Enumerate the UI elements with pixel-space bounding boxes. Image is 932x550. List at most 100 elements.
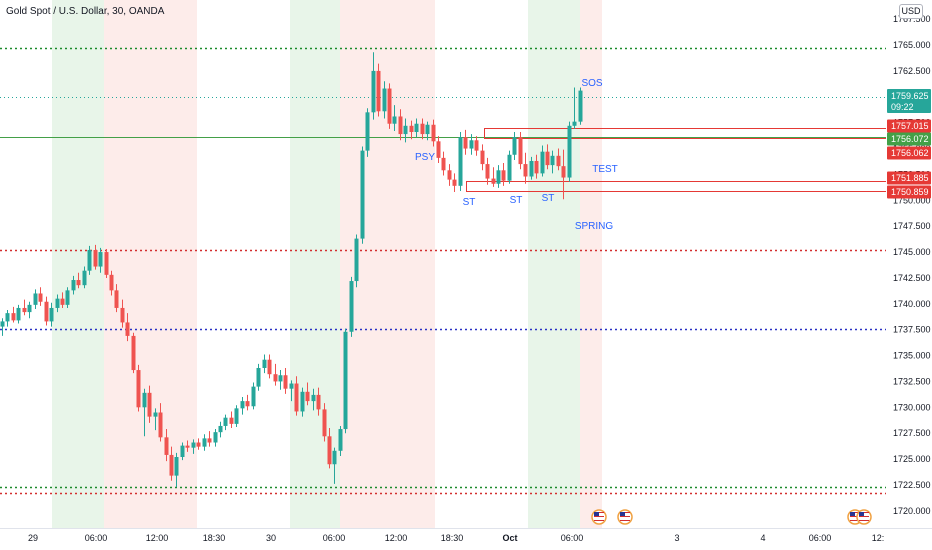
candle-body[interactable] xyxy=(496,170,501,184)
candle-body[interactable] xyxy=(338,429,343,451)
candle-body[interactable] xyxy=(441,157,446,171)
candle-body[interactable] xyxy=(278,375,283,382)
candle-body[interactable] xyxy=(104,252,109,275)
candle-body[interactable] xyxy=(44,301,49,322)
candle-body[interactable] xyxy=(572,121,577,126)
candle-body[interactable] xyxy=(251,386,256,407)
candle-body[interactable] xyxy=(518,137,523,165)
candle-body[interactable] xyxy=(229,417,234,424)
candle-body[interactable] xyxy=(87,249,92,271)
candle-body[interactable] xyxy=(556,155,561,167)
candle-body[interactable] xyxy=(534,160,539,174)
candle-body[interactable] xyxy=(545,151,550,166)
candle-body[interactable] xyxy=(164,437,169,455)
candle-body[interactable] xyxy=(71,280,76,291)
candle-body[interactable] xyxy=(431,124,436,142)
candle-body[interactable] xyxy=(93,249,98,267)
candle-body[interactable] xyxy=(469,140,474,149)
candle-body[interactable] xyxy=(60,298,65,305)
symbol-title[interactable]: Gold Spot / U.S. Dollar, 30, OANDA xyxy=(6,6,165,17)
candle-body[interactable] xyxy=(376,70,381,112)
candle-body[interactable] xyxy=(147,392,152,417)
candle-body[interactable] xyxy=(136,370,141,408)
candle-body[interactable] xyxy=(76,280,81,286)
candle-body[interactable] xyxy=(5,313,10,322)
candle-body[interactable] xyxy=(365,112,370,151)
candle-body[interactable] xyxy=(436,141,441,158)
candle-body[interactable] xyxy=(343,331,348,430)
candle-body[interactable] xyxy=(529,160,534,177)
candle-body[interactable] xyxy=(256,367,261,387)
candle-body[interactable] xyxy=(540,151,545,174)
candle-body[interactable] xyxy=(512,137,517,155)
candle-body[interactable] xyxy=(332,450,337,465)
candle-body[interactable] xyxy=(561,166,566,178)
candle-body[interactable] xyxy=(98,252,103,267)
us-flag-event-icon[interactable] xyxy=(591,509,607,525)
candle-body[interactable] xyxy=(16,307,21,321)
candle-body[interactable] xyxy=(414,123,419,132)
candle-body[interactable] xyxy=(27,304,32,313)
candle-body[interactable] xyxy=(223,417,228,426)
price-label-tag[interactable] xyxy=(887,185,931,199)
candle-body[interactable] xyxy=(120,307,125,323)
candle-body[interactable] xyxy=(425,124,430,135)
candle-body[interactable] xyxy=(234,408,239,424)
candle-body[interactable] xyxy=(474,140,479,151)
candle-body[interactable] xyxy=(360,150,365,239)
candle-body[interactable] xyxy=(125,322,130,336)
candle-body[interactable] xyxy=(507,154,512,181)
candle-body[interactable] xyxy=(153,412,158,417)
candle-body[interactable] xyxy=(65,290,70,305)
candle-body[interactable] xyxy=(322,409,327,437)
candle-body[interactable] xyxy=(398,116,403,135)
candle-body[interactable] xyxy=(11,313,16,321)
candle-body[interactable] xyxy=(311,394,316,402)
candle-body[interactable] xyxy=(207,438,212,443)
candle-body[interactable] xyxy=(349,281,354,332)
candle-body[interactable] xyxy=(49,307,54,322)
candle-body[interactable] xyxy=(262,359,267,368)
price-label-tag[interactable] xyxy=(887,171,931,185)
candle-body[interactable] xyxy=(578,90,583,122)
candle-body[interactable] xyxy=(294,383,299,412)
candle-body[interactable] xyxy=(550,155,555,166)
candle-body[interactable] xyxy=(452,179,457,186)
price-label-tag[interactable] xyxy=(887,146,931,160)
candle-body[interactable] xyxy=(185,445,190,448)
candle-body[interactable] xyxy=(382,88,387,112)
currency-badge[interactable]: USD xyxy=(899,4,923,19)
candle-body[interactable] xyxy=(33,293,38,305)
candle-body[interactable] xyxy=(300,391,305,412)
candle-body[interactable] xyxy=(420,123,425,135)
candle-body[interactable] xyxy=(142,392,147,408)
candle-body[interactable] xyxy=(158,412,163,438)
candle-body[interactable] xyxy=(245,401,250,407)
candle-body[interactable] xyxy=(523,164,528,177)
candle-body[interactable] xyxy=(202,438,207,447)
candle-body[interactable] xyxy=(392,116,397,124)
candle-body[interactable] xyxy=(305,391,310,402)
candle-body[interactable] xyxy=(501,170,506,181)
candle-body[interactable] xyxy=(180,445,185,458)
candle-body[interactable] xyxy=(196,442,201,447)
candle-body[interactable] xyxy=(191,442,196,448)
candle-body[interactable] xyxy=(371,70,376,113)
candle-body[interactable] xyxy=(267,359,272,375)
candle-body[interactable] xyxy=(409,125,414,132)
candle-body[interactable] xyxy=(447,170,452,180)
price-label-tag[interactable] xyxy=(887,89,931,113)
us-flag-event-icon[interactable] xyxy=(617,509,633,525)
candle-body[interactable] xyxy=(387,88,392,124)
candle-body[interactable] xyxy=(289,383,294,389)
candle-body[interactable] xyxy=(491,178,496,184)
candle-body[interactable] xyxy=(485,164,490,179)
candle-body[interactable] xyxy=(240,401,245,409)
candle-body[interactable] xyxy=(114,290,119,308)
candle-body[interactable] xyxy=(218,425,223,433)
candle-body[interactable] xyxy=(458,137,463,186)
price-label-tag[interactable] xyxy=(887,132,931,146)
price-label-tag[interactable] xyxy=(887,119,931,133)
